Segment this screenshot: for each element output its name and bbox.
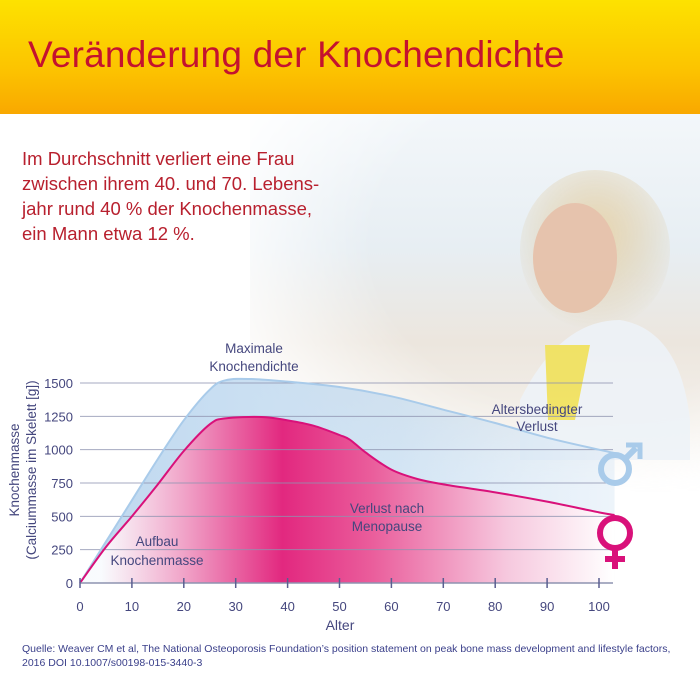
- x-tick-label: 50: [332, 599, 346, 614]
- x-tick-label: 100: [588, 599, 610, 614]
- x-tick-label: 30: [228, 599, 242, 614]
- x-tick-label: 20: [177, 599, 191, 614]
- annotation-menopause: Verlust nach: [350, 501, 424, 516]
- x-tick-label: 90: [540, 599, 554, 614]
- y-tick-label: 500: [51, 509, 73, 524]
- x-tick-label: 40: [280, 599, 294, 614]
- x-tick-label: 70: [436, 599, 450, 614]
- series-line-male: [79, 377, 615, 584]
- annotation-build: Knochenmasse: [110, 553, 203, 568]
- x-tick-label: 10: [125, 599, 139, 614]
- intro-line: Im Durchschnitt verliert eine Frau: [22, 148, 295, 169]
- intro-text: Im Durchschnitt verliert eine Frau zwisc…: [22, 146, 319, 246]
- y-axis-label: Knochenmasse: [7, 423, 22, 516]
- source-citation: Quelle: Weaver CM et al, The National Os…: [22, 643, 671, 669]
- x-tick-label: 0: [76, 599, 83, 614]
- annotation-age-loss: Verlust: [516, 419, 558, 434]
- male-symbol-icon: [598, 442, 643, 486]
- x-tick-label: 60: [384, 599, 398, 614]
- series-line-female: [79, 415, 615, 584]
- female-symbol-icon: [597, 515, 633, 569]
- y-tick-label: 250: [51, 543, 73, 558]
- x-tick-label: 80: [488, 599, 502, 614]
- intro-line: zwischen ihrem 40. und 70. Lebens-: [22, 173, 320, 194]
- face-shape: [533, 203, 617, 313]
- annotation-menopause: Menopause: [352, 519, 423, 534]
- y-tick-label: 750: [51, 476, 73, 491]
- annotation-build: Aufbau: [136, 534, 179, 549]
- x-axis-label: Alter: [326, 617, 355, 633]
- intro-line: ein Mann etwa 12 %.: [22, 223, 195, 244]
- header-banner: Veränderung der Knochendichte: [0, 0, 700, 114]
- annotation-peak: Knochendichte: [209, 359, 298, 374]
- page-title: Veränderung der Knochendichte: [28, 34, 565, 75]
- annotation-age-loss: Altersbedingter: [492, 402, 583, 417]
- series-area-female: [80, 416, 615, 583]
- y-tick-label: 1250: [44, 409, 73, 424]
- y-tick-label: 0: [66, 576, 73, 591]
- annotation-peak: Maximale: [225, 341, 283, 356]
- intro-line: jahr rund 40 % der Knochenmasse,: [22, 198, 313, 219]
- y-tick-label: 1000: [44, 443, 73, 458]
- y-tick-label: 1500: [44, 376, 73, 391]
- y-axis-sublabel: (Calciummasse im Skelett [g]): [24, 380, 39, 559]
